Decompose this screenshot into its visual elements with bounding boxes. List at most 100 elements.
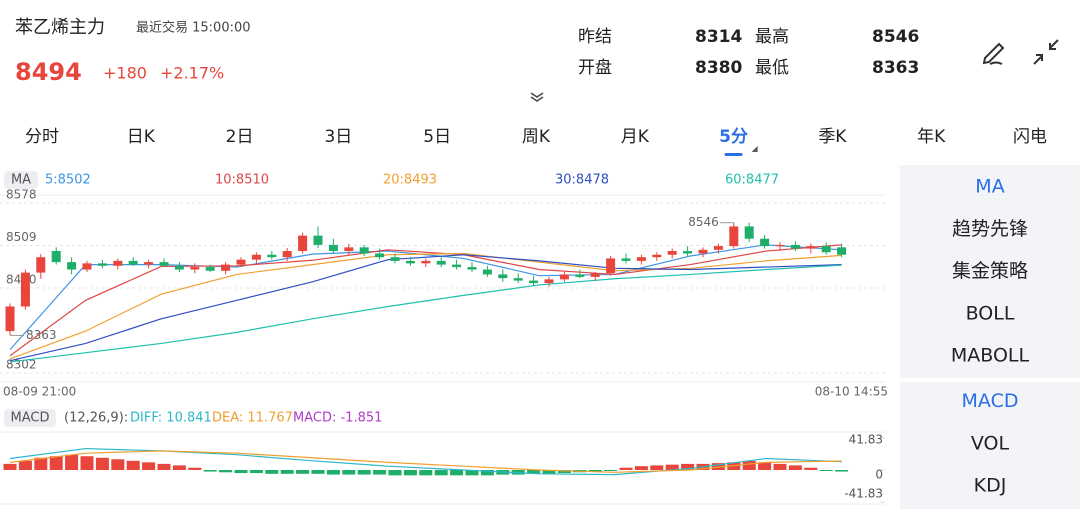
tab[interactable]: 2日 [226, 127, 254, 147]
tab[interactable]: 5日 [423, 127, 451, 147]
candle-body [82, 263, 92, 270]
macd-line [9, 450, 842, 473]
sidebar-item[interactable]: MACD [962, 390, 1019, 412]
candle-body [190, 267, 200, 270]
indicator-name: MA [11, 173, 31, 188]
candle-body [837, 247, 847, 255]
tab[interactable]: 3日 [324, 127, 352, 147]
candle-body [128, 260, 138, 265]
candle-body [482, 269, 492, 275]
macd-bar [34, 457, 48, 470]
candle-body [390, 257, 400, 261]
candle-body [267, 254, 277, 258]
macd-bar [480, 470, 494, 476]
tab[interactable]: 月K [621, 127, 650, 147]
macd-bar [742, 460, 756, 470]
indicator-badge [4, 171, 38, 189]
indicator-badge [4, 409, 56, 427]
title: 苯乙烯主力 [15, 17, 105, 38]
sidebar-item[interactable]: VOL [971, 432, 1010, 454]
candle-body [529, 280, 539, 284]
macd-bar [65, 454, 79, 470]
candle-body [513, 278, 523, 281]
collapse-icon[interactable] [1033, 39, 1059, 65]
candle-body [636, 257, 646, 261]
macd-bar [249, 470, 263, 474]
y-tick-label: -41.83 [844, 487, 883, 501]
candle-body [544, 279, 554, 284]
sidebar-item[interactable]: MABOLL [951, 345, 1030, 367]
candle-body [498, 274, 508, 279]
macd-bar [172, 465, 186, 470]
x-tick-label: 08-09 21:00 [3, 385, 76, 399]
expand-icon[interactable] [530, 92, 544, 102]
candle-body [5, 306, 15, 332]
sidebar-item[interactable]: 趋势先锋 [952, 218, 1028, 240]
edit-icon[interactable] [982, 42, 1005, 65]
sidebar [900, 165, 1080, 509]
candle-body [205, 267, 215, 271]
candle-body [313, 235, 323, 245]
macd-bar [357, 470, 371, 475]
sidebar-item[interactable]: MA [975, 176, 1004, 198]
indicator-name: MACD [11, 411, 50, 426]
stat-value: 8314 [695, 27, 742, 47]
macd-bar [388, 470, 402, 476]
candle-body [621, 258, 631, 261]
legend-entry: 30:8478 [555, 173, 609, 188]
macd-bar [758, 462, 772, 470]
macd-bar [527, 470, 541, 474]
legend-entry: DEA: 11.767 [212, 411, 293, 426]
candle-body [97, 263, 107, 266]
sidebar-item[interactable]: KDJ [974, 475, 1007, 497]
candle-body [713, 246, 723, 250]
candle-body [698, 249, 708, 254]
legend-entry: 5:8502 [45, 173, 91, 188]
y-tick-label: 8509 [6, 230, 37, 244]
legend-entry: DIFF: 10.841 [130, 411, 212, 426]
macd-bar [557, 470, 571, 474]
macd-bar [373, 470, 387, 475]
sidebar-item[interactable]: 集金策略 [952, 260, 1028, 282]
legend-entry: 20:8493 [383, 173, 437, 188]
max-label: 8546 [688, 215, 719, 229]
tab[interactable]: 分时 [25, 127, 59, 147]
macd-bar [665, 464, 679, 470]
macd-bar [604, 470, 618, 471]
macd-bar [835, 470, 849, 472]
macd-bar [219, 470, 233, 473]
stat-value: 8363 [872, 58, 919, 78]
macd-bar [265, 470, 279, 474]
tab[interactable]: 季K [818, 127, 847, 147]
candle-body [51, 251, 61, 263]
macd-bar [126, 460, 140, 470]
tab[interactable]: 5分 [719, 127, 748, 147]
macd-bar [650, 465, 664, 470]
tab-caret [751, 146, 758, 152]
candle-body [344, 247, 354, 252]
y-tick-label: 0 [875, 468, 883, 482]
macd-bar [465, 470, 479, 476]
candle-body [821, 246, 831, 253]
stat-label: 昨结 [578, 27, 612, 47]
macd-bar [403, 470, 417, 476]
candle-body [359, 247, 369, 254]
macd-bar [296, 470, 310, 474]
sidebar-item[interactable]: BOLL [966, 302, 1015, 324]
macd-bar [804, 467, 818, 470]
tab[interactable]: 日K [127, 127, 156, 147]
tab[interactable]: 闪电 [1013, 127, 1047, 147]
candle-body [251, 254, 261, 260]
macd-bar [18, 460, 32, 470]
stat-value: 8380 [695, 58, 742, 78]
ma-line [9, 254, 842, 362]
tab[interactable]: 年K [917, 127, 946, 147]
candle-body [559, 274, 569, 280]
macd-bar [588, 470, 602, 472]
x-tick-label: 08-10 14:55 [815, 385, 888, 399]
ma-line [9, 264, 842, 363]
macd-bar [450, 470, 464, 476]
tab[interactable]: 周K [522, 127, 551, 147]
candle-body [113, 260, 123, 266]
y-tick-label: 8578 [6, 188, 37, 202]
